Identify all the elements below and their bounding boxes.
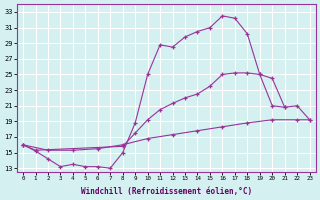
X-axis label: Windchill (Refroidissement éolien,°C): Windchill (Refroidissement éolien,°C)	[81, 187, 252, 196]
